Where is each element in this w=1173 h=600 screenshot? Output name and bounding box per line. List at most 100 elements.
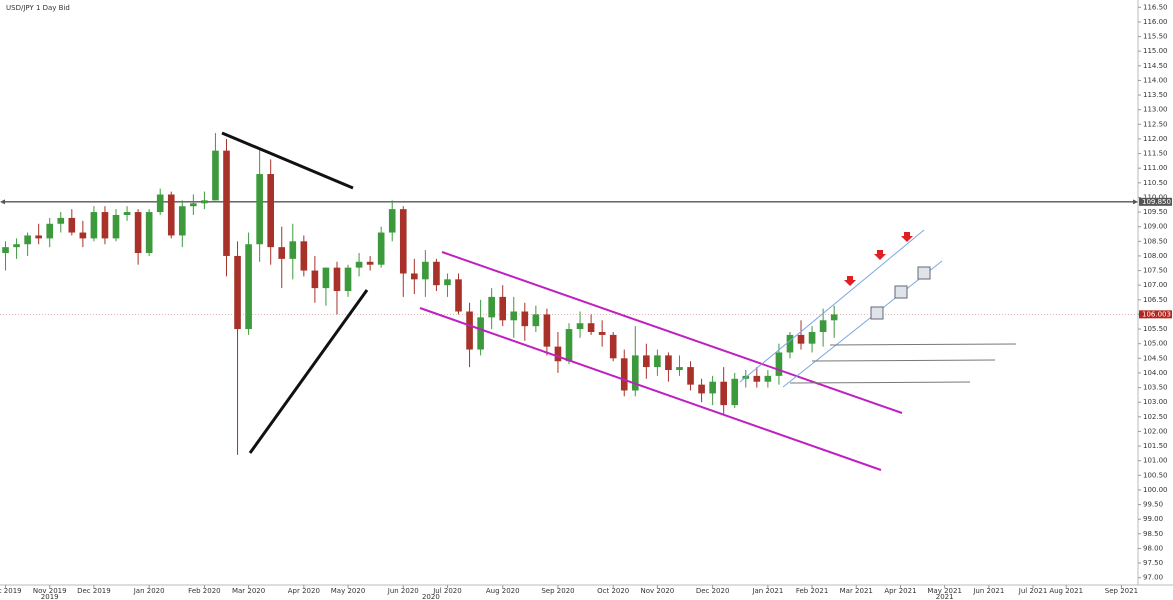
candle-body [609, 334, 617, 359]
level-line [829, 343, 1017, 346]
y-tick-label: 116.50 [1143, 3, 1168, 11]
candle-body [101, 212, 109, 239]
candle-body [488, 296, 495, 318]
candle-body [134, 212, 142, 254]
y-tick-label: 114.50 [1143, 62, 1168, 70]
y-tick-label: 109.50 [1143, 208, 1168, 216]
candle-body [388, 209, 396, 233]
candle-body [422, 261, 429, 280]
candle-body [212, 150, 219, 201]
candle-body [123, 212, 131, 215]
candle-body [311, 270, 319, 289]
y-tick-label: 110.00 [1143, 193, 1168, 201]
candle-body [223, 150, 230, 256]
candle-body [46, 223, 54, 239]
line-end [1133, 199, 1138, 205]
candle-body [643, 355, 650, 368]
x-tick-label: Feb 2020 [188, 587, 220, 595]
channel-line [782, 260, 943, 388]
x-tick-label: Aug 2020 [486, 587, 520, 595]
candle-body [156, 194, 164, 213]
y-tick-label: 115.50 [1143, 33, 1168, 41]
candle-body [499, 296, 507, 321]
candle-body [267, 174, 275, 248]
x-tick-label: Dec 2019 [77, 587, 111, 595]
x-tick-label: May 2020 [331, 587, 366, 595]
level-line [789, 381, 971, 384]
candle-body [289, 241, 297, 259]
y-tick-label: 113.00 [1143, 106, 1168, 114]
candle-body [24, 235, 31, 245]
x-tick-label: Jan 2021 [751, 587, 783, 595]
down-arrow [901, 232, 913, 242]
candle-body [167, 194, 175, 236]
line-end [0, 199, 5, 205]
candle-body [543, 314, 551, 347]
candle-body [587, 323, 595, 332]
x-tick-label: Mar 2021 [840, 587, 873, 595]
x-tick-label: May 2021 [927, 587, 962, 595]
x-tick-label: Jul 2020 [432, 587, 462, 595]
candle-body [720, 381, 727, 406]
y-tick-label: 105.00 [1143, 340, 1168, 348]
x-tick-label: Jan 2020 [133, 587, 165, 595]
candle-body [300, 241, 308, 271]
year-label: 2021 [936, 593, 954, 600]
candle-body [709, 381, 716, 394]
year-label: 2020 [422, 593, 440, 600]
candle-body [322, 267, 330, 289]
candle-body [654, 355, 661, 368]
candle-body [256, 174, 263, 245]
candle-body [90, 212, 98, 239]
drawings [221, 131, 1017, 471]
candle-body [366, 261, 374, 265]
candle-body [620, 358, 628, 391]
candle-body [68, 217, 76, 233]
y-tick-label: 106.50 [1143, 296, 1168, 304]
trendline [221, 131, 354, 190]
candle-body [687, 367, 694, 385]
y-tick-label: 108.50 [1143, 237, 1168, 245]
candle-body [510, 311, 518, 321]
candle-body [786, 334, 794, 353]
candle-body [631, 355, 639, 391]
candle-body [466, 311, 473, 350]
x-tick-label: Apr 2021 [884, 587, 916, 595]
candle-body [808, 331, 816, 344]
candle-body [190, 203, 197, 207]
y-tick-label: 116.00 [1143, 18, 1168, 26]
candle-body [521, 311, 529, 327]
y-tick-label: 109.00 [1143, 223, 1168, 231]
candle-body [731, 378, 739, 406]
candle-body [665, 355, 672, 371]
y-tick-label: 114.00 [1143, 76, 1168, 84]
candle-body [455, 279, 462, 312]
candle-body [797, 334, 805, 344]
candle-body [775, 352, 783, 376]
y-tick-label: 97.00 [1143, 574, 1163, 582]
x-tick-label: Nov 2019 [33, 587, 67, 595]
price-tag-label: 109.850 [1142, 198, 1171, 206]
x-tick-label: Jun 2020 [387, 587, 419, 595]
y-tick-label: 100.50 [1143, 471, 1168, 479]
candle-body [399, 209, 407, 274]
y-tick-label: 113.50 [1143, 91, 1168, 99]
y-tick-label: 103.50 [1143, 384, 1168, 392]
candle-body [2, 247, 9, 254]
y-tick-label: 111.00 [1143, 164, 1168, 172]
down-arrow [844, 276, 856, 286]
down-arrow [874, 250, 886, 260]
x-tick-label: Oct 2020 [597, 587, 629, 595]
channel-line [739, 229, 925, 383]
candle-body [764, 375, 772, 382]
candle-body [112, 214, 120, 239]
y-tick-label: 102.00 [1143, 427, 1168, 435]
year-label: 2019 [41, 593, 59, 600]
y-tick-label: 104.00 [1143, 369, 1168, 377]
price-tag [1139, 310, 1172, 319]
x-tick-label: Oct 2019 [0, 587, 22, 595]
candle-body [576, 323, 584, 330]
y-tick-label: 101.00 [1143, 457, 1168, 465]
